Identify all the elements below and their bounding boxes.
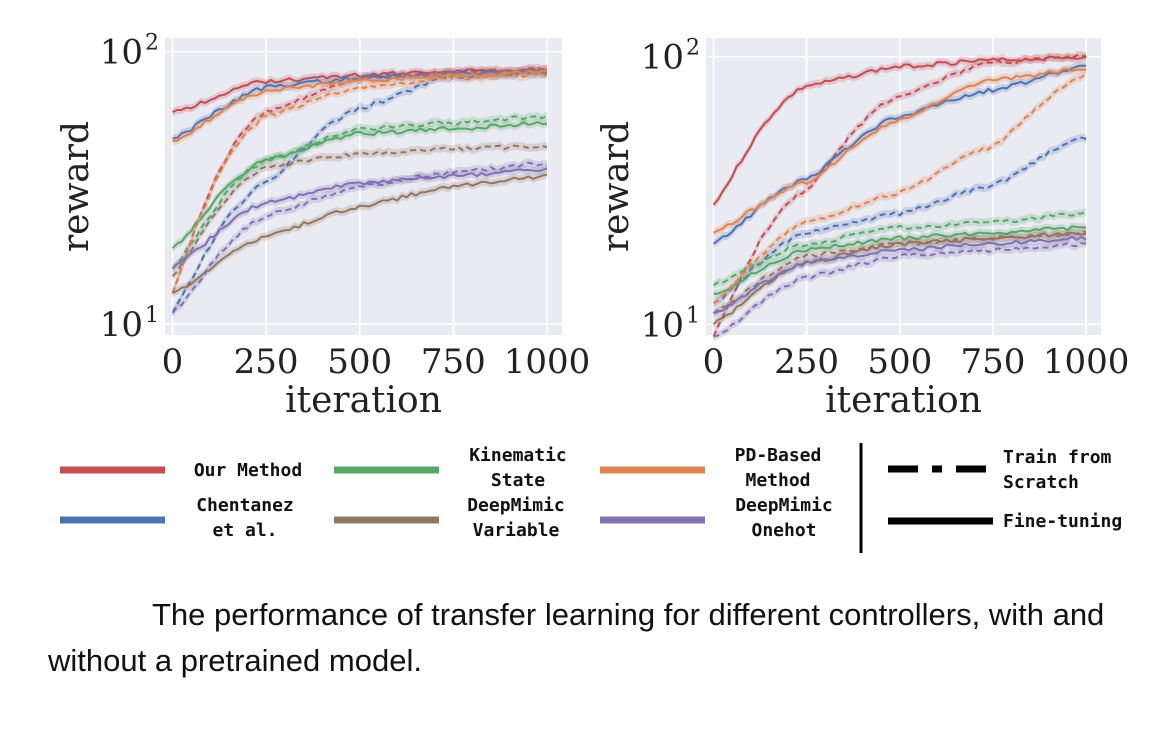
y-tick-label: 10: [100, 305, 143, 345]
band-deepmimic-onehot-dashed: [713, 239, 1087, 341]
series-line-deepmimic-onehot-dashed: [171, 161, 548, 314]
x-tick-label: 750: [960, 342, 1025, 382]
series-line-chentanez-et-al-dashed: [171, 71, 548, 314]
series-line-pd-based-method-dashed: [171, 73, 548, 294]
y-tick-exponent: 1: [686, 303, 700, 328]
y-tick-label: 10: [100, 33, 143, 73]
series-line-deepmimic-onehot-dashed: [713, 242, 1087, 338]
series-line-deepmimic-variable-solid: [172, 173, 548, 294]
legend-label: DeepMimic: [735, 495, 833, 516]
series-line-deepmimic-onehot-solid: [713, 235, 1087, 315]
series-line-pd-based-method-solid: [172, 69, 548, 142]
series-line-chentanez-et-al-dashed: [713, 136, 1087, 304]
y-tick-exponent: 2: [686, 36, 700, 61]
series-line-our-method-dashed: [712, 53, 1087, 337]
legend-label: DeepMimic: [467, 495, 565, 516]
legend-label: Our Method: [194, 460, 302, 481]
x-tick-label: 0: [162, 342, 184, 382]
series-line-pd-based-method-solid: [713, 68, 1087, 234]
x-tick-label: 1000: [504, 342, 591, 382]
legend-label: Method: [745, 470, 810, 491]
legend-label: Fine-tuning: [1003, 511, 1122, 532]
series-line-kinematic-state-dashed: [712, 210, 1087, 287]
legend-label: Scratch: [1003, 472, 1079, 493]
legend-label: PD-Based: [735, 445, 822, 466]
legend: Our Method Chentanez et al. Kinematic State D…: [60, 443, 1122, 553]
y-tick-label: 10: [641, 38, 684, 78]
y-axis-label: reward: [56, 121, 97, 252]
series-line-deepmimic-onehot-solid: [171, 167, 548, 270]
series-line-kinematic-state-solid: [171, 121, 548, 249]
band-pd-based-method-dashed: [713, 69, 1087, 308]
legend-label: Kinematic: [469, 445, 567, 466]
y-tick-exponent: 2: [145, 31, 159, 56]
series-line-our-method-solid: [712, 54, 1087, 206]
legend-label: et al.: [212, 520, 277, 541]
x-tick-label: 250: [774, 342, 839, 382]
x-tick-label: 1000: [1043, 342, 1130, 382]
legend-label: Train from: [1003, 447, 1112, 468]
x-axis-label: iteration: [825, 380, 982, 421]
x-tick-label: 500: [867, 342, 932, 382]
legend-label: Variable: [473, 520, 560, 541]
legend-label: Chentanez: [196, 495, 294, 516]
band-deepmimic-variable-solid: [172, 170, 547, 298]
series-line-deepmimic-variable-dashed: [712, 230, 1087, 315]
y-tick-exponent: 1: [145, 303, 159, 328]
y-axis-label: reward: [596, 121, 637, 252]
legend-label: Onehot: [751, 520, 816, 541]
legend-label: State: [491, 470, 545, 491]
x-axis-label: iteration: [285, 380, 442, 421]
x-tick-label: 750: [421, 342, 486, 382]
x-tick-label: 500: [327, 342, 392, 382]
series-line-kinematic-state-solid: [713, 225, 1087, 295]
plot-area: [706, 38, 1101, 335]
band-deepmimic-variable-solid: [713, 228, 1087, 329]
figure-caption: The performance of transfer learning for…: [48, 597, 1105, 678]
y-tick-label: 10: [641, 305, 684, 345]
x-tick-label: 0: [703, 342, 725, 382]
x-tick-label: 250: [234, 342, 299, 382]
series-line-kinematic-state-dashed: [171, 114, 548, 270]
